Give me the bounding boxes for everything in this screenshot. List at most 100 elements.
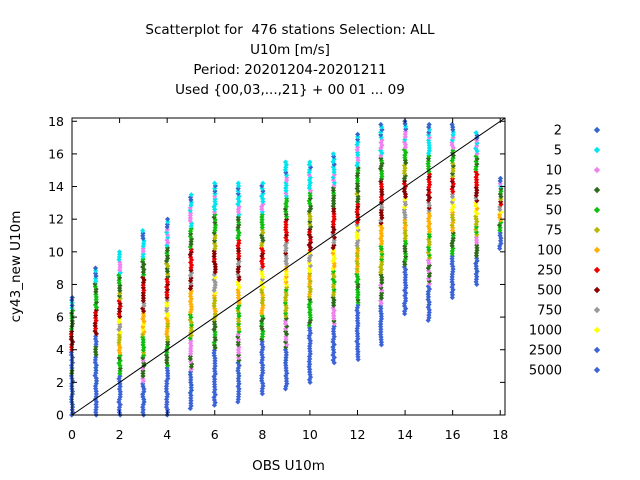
- scatter-point: [283, 250, 289, 256]
- scatter-point: [306, 333, 312, 339]
- scatter-point: [163, 386, 170, 392]
- scatter-point: [355, 343, 361, 350]
- scatter-point: [307, 244, 314, 251]
- scatter-point: [425, 223, 432, 229]
- scatter-point: [236, 276, 242, 283]
- scatter-point: [426, 150, 432, 156]
- scatter-point: [355, 211, 361, 218]
- scatter-point: [330, 187, 336, 194]
- scatter-point: [474, 140, 480, 146]
- scatter-point: [260, 274, 266, 280]
- scatter-point: [402, 272, 409, 278]
- scatter-point: [402, 279, 408, 286]
- scatter-point: [331, 193, 337, 199]
- scatter-point: [165, 281, 171, 288]
- scatter-point: [211, 379, 218, 385]
- scatter-point: [212, 282, 218, 288]
- scatter-point: [68, 331, 74, 337]
- scatter-point: [283, 235, 289, 241]
- legend-label: 10: [545, 164, 562, 179]
- scatter-point: [117, 313, 123, 320]
- scatter-point: [259, 289, 265, 296]
- scatter-point: [307, 195, 313, 201]
- scatter-point: [188, 382, 194, 388]
- scatter-point: [426, 260, 432, 266]
- chart-subtitle-variable: U10m [m/s]: [250, 42, 330, 58]
- scatter-point: [307, 309, 313, 315]
- scatter-point: [426, 252, 432, 258]
- scatter-point: [188, 379, 194, 386]
- scatter-point: [355, 167, 361, 174]
- scatter-point: [450, 266, 456, 272]
- scatter-point: [307, 247, 313, 253]
- legend-label: 5000: [529, 364, 562, 379]
- scatter-point: [117, 394, 123, 400]
- legend-label: 5: [554, 144, 562, 159]
- scatter-point: [165, 274, 171, 280]
- scatter-point: [140, 383, 146, 390]
- scatter-point: [187, 298, 194, 305]
- scatter-point: [330, 203, 336, 209]
- scatter-point: [426, 309, 432, 316]
- scatter-point: [355, 281, 361, 288]
- scatter-point: [282, 276, 288, 282]
- scatter-point: [140, 394, 146, 400]
- scatter-point: [93, 352, 99, 358]
- scatter-point: [426, 187, 432, 193]
- scatter-point: [355, 354, 361, 360]
- scatter-point: [259, 287, 265, 293]
- scatter-point: [403, 126, 409, 132]
- scatter-point: [259, 313, 265, 319]
- plot-frame: [71, 117, 506, 416]
- scatter-point: [283, 297, 289, 303]
- scatter-point: [354, 307, 360, 313]
- scatter-point: [474, 137, 480, 144]
- scatter-point: [165, 339, 171, 345]
- scatter-point: [283, 219, 289, 225]
- scatter-point: [188, 377, 194, 383]
- scatter-point: [259, 326, 265, 332]
- scatter-point: [140, 373, 146, 379]
- scatter-point: [379, 251, 385, 257]
- scatter-point: [355, 157, 361, 163]
- scatter-point: [140, 305, 146, 312]
- scatter-point: [283, 365, 289, 371]
- scatter-point: [188, 348, 194, 354]
- scatter-point: [260, 201, 266, 207]
- scatter-point: [402, 165, 408, 171]
- scatter-point: [117, 282, 123, 289]
- scatter-point: [93, 333, 99, 339]
- scatter-point: [212, 399, 218, 406]
- scatter-point: [330, 352, 336, 358]
- scatter-point: [187, 390, 193, 396]
- scatter-point: [378, 305, 384, 312]
- scatter-point: [188, 267, 194, 273]
- scatter-point: [379, 261, 385, 268]
- scatter-point: [188, 345, 194, 352]
- scatter-point: [496, 222, 503, 228]
- scatter-point: [331, 200, 337, 207]
- scatter-point: [378, 124, 385, 130]
- scatter-point: [92, 302, 99, 308]
- scatter-point: [93, 386, 99, 392]
- scatter-point: [211, 353, 217, 359]
- scatter-point: [426, 278, 432, 284]
- scatter-point: [140, 337, 146, 343]
- scatter-point: [211, 394, 217, 400]
- scatter-point: [331, 260, 337, 267]
- y-tick-label: 18: [48, 114, 64, 129]
- scatter-point: [426, 168, 432, 175]
- scatter-point: [378, 220, 384, 226]
- scatter-point: [426, 215, 432, 222]
- scatter-point: [212, 264, 218, 270]
- scatter-point: [283, 268, 289, 275]
- scatter-point: [117, 288, 123, 294]
- scatter-point: [235, 378, 242, 384]
- scatter-point: [450, 145, 456, 151]
- scatter-point: [354, 209, 360, 215]
- scatter-point: [378, 269, 384, 275]
- scatter-point: [378, 184, 385, 190]
- scatter-point: [426, 247, 432, 253]
